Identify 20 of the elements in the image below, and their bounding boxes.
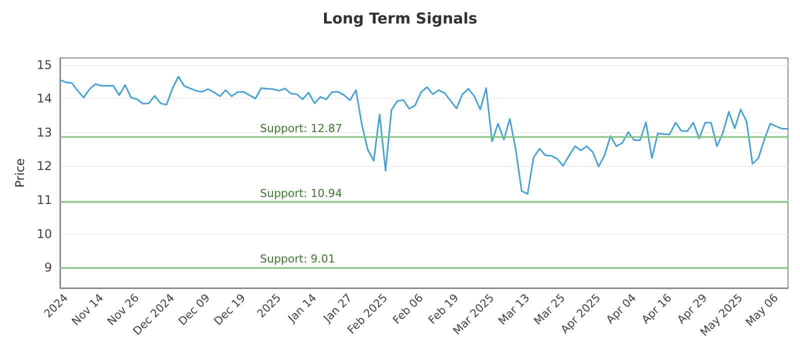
ref-line-label: Support: 9.01 [260,252,336,266]
chart-title: Long Term Signals [322,10,478,28]
y-axis-title: Price [12,158,27,188]
ref-line-label: Support: 12.87 [260,122,342,135]
y-tick-label: 14 [36,92,52,106]
y-tick-label: 9 [44,260,52,275]
y-tick-label: 11 [36,193,52,208]
ref-line-label: Support: 10.94 [260,187,342,200]
x-tick-label: Jan 14 [284,291,320,326]
y-tick-label: 12 [36,159,52,174]
x-tick-label: Mar 13 [496,291,532,328]
x-tick-label: Apr 04 [604,291,639,326]
y-tick-label: 10 [36,226,52,241]
y-tick-label: 13 [36,125,52,140]
x-tick-label: Nov 14 [69,291,106,328]
x-tick-label: Apr 16 [639,291,674,326]
x-tick-label: Feb 06 [390,291,426,327]
y-tick-label: 15 [36,58,52,72]
x-tick-label: Dec 09 [176,291,213,328]
x-tick-label: Dec 19 [211,291,248,328]
